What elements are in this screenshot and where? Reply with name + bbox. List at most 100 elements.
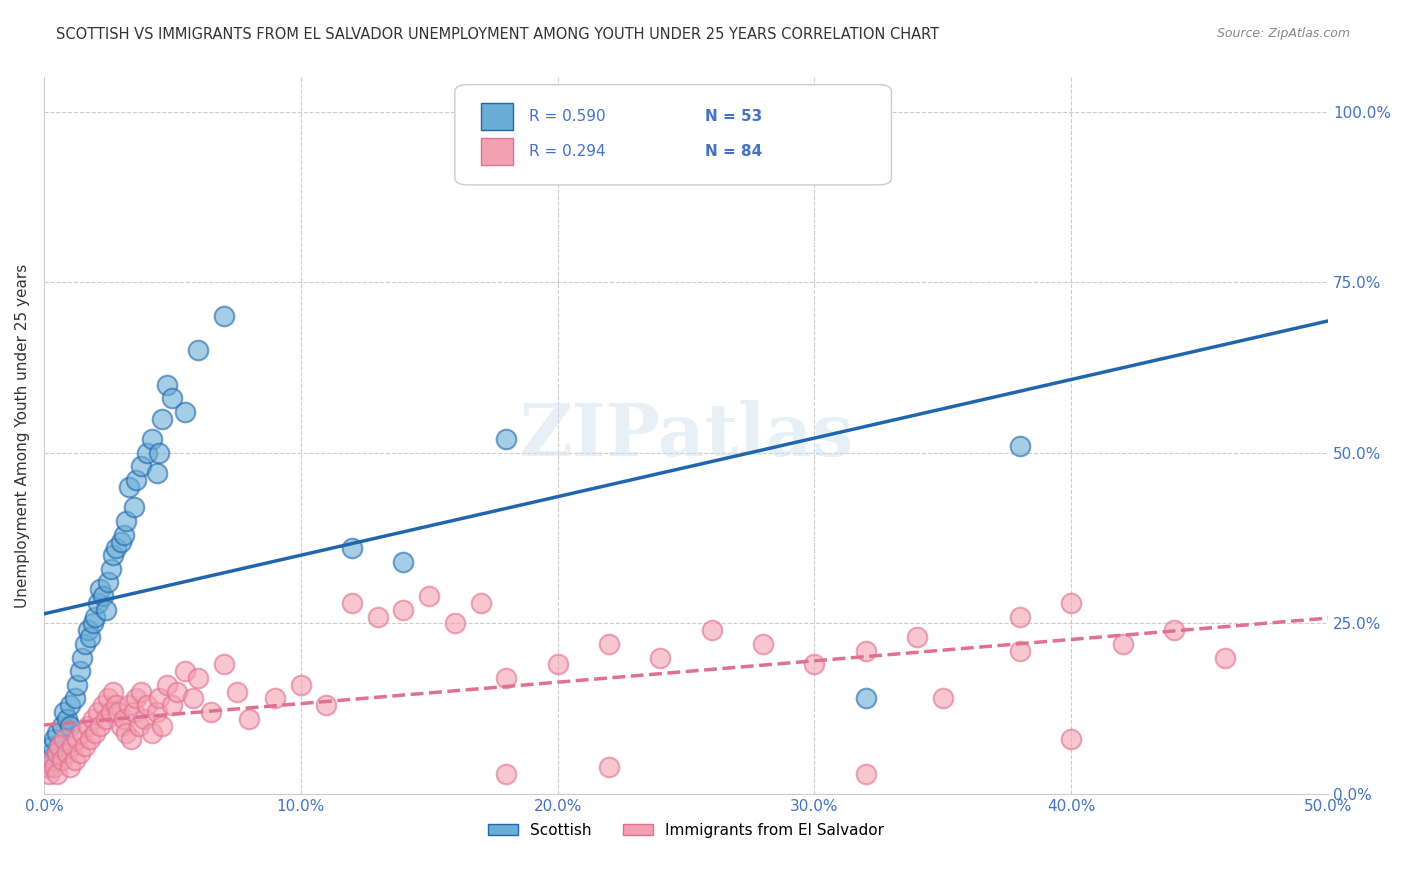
Point bbox=[187, 671, 209, 685]
Point bbox=[392, 555, 415, 569]
Point bbox=[84, 725, 107, 739]
Point bbox=[141, 432, 163, 446]
Point bbox=[60, 739, 83, 754]
Y-axis label: Unemployment Among Youth under 25 years: Unemployment Among Youth under 25 years bbox=[15, 264, 30, 607]
Point bbox=[150, 411, 173, 425]
Point bbox=[48, 739, 70, 754]
Text: Source: ZipAtlas.com: Source: ZipAtlas.com bbox=[1216, 27, 1350, 40]
Point bbox=[444, 616, 467, 631]
Point bbox=[94, 603, 117, 617]
Point bbox=[225, 684, 247, 698]
Point bbox=[598, 760, 620, 774]
Text: R = 0.590: R = 0.590 bbox=[529, 110, 606, 124]
Point bbox=[53, 705, 76, 719]
Point bbox=[45, 725, 67, 739]
Point bbox=[72, 725, 94, 739]
Point bbox=[51, 753, 73, 767]
Point bbox=[115, 725, 138, 739]
Point bbox=[340, 596, 363, 610]
Point bbox=[66, 732, 89, 747]
Text: SCOTTISH VS IMMIGRANTS FROM EL SALVADOR UNEMPLOYMENT AMONG YOUTH UNDER 25 YEARS : SCOTTISH VS IMMIGRANTS FROM EL SALVADOR … bbox=[56, 27, 939, 42]
Point bbox=[79, 732, 101, 747]
Point bbox=[803, 657, 825, 672]
Point bbox=[97, 575, 120, 590]
Point bbox=[53, 732, 76, 747]
Point bbox=[125, 473, 148, 487]
Point bbox=[89, 719, 111, 733]
Point bbox=[103, 548, 125, 562]
Point bbox=[66, 678, 89, 692]
Point bbox=[135, 698, 157, 713]
Point bbox=[103, 684, 125, 698]
Point bbox=[128, 719, 150, 733]
Point bbox=[79, 630, 101, 644]
Point bbox=[44, 753, 66, 767]
Point bbox=[89, 582, 111, 597]
Point bbox=[122, 500, 145, 515]
Point bbox=[63, 691, 86, 706]
Point bbox=[495, 671, 517, 685]
Point bbox=[76, 624, 98, 638]
Point bbox=[69, 664, 91, 678]
Point bbox=[97, 691, 120, 706]
Point bbox=[107, 705, 129, 719]
Point bbox=[932, 691, 955, 706]
Point bbox=[58, 760, 80, 774]
Point bbox=[315, 698, 337, 713]
Text: N = 53: N = 53 bbox=[706, 110, 762, 124]
FancyBboxPatch shape bbox=[481, 137, 513, 165]
Point bbox=[58, 719, 80, 733]
Point bbox=[156, 377, 179, 392]
Point bbox=[48, 739, 70, 754]
Point bbox=[56, 712, 79, 726]
Point bbox=[87, 705, 110, 719]
Point bbox=[150, 719, 173, 733]
Point bbox=[45, 746, 67, 760]
Point bbox=[146, 705, 169, 719]
Point bbox=[58, 698, 80, 713]
Point bbox=[104, 698, 127, 713]
FancyBboxPatch shape bbox=[481, 103, 513, 130]
Point bbox=[212, 310, 235, 324]
Point bbox=[44, 760, 66, 774]
Point bbox=[41, 753, 63, 767]
Point bbox=[752, 637, 775, 651]
Point bbox=[1008, 439, 1031, 453]
Point bbox=[174, 664, 197, 678]
FancyBboxPatch shape bbox=[456, 85, 891, 185]
Point bbox=[495, 766, 517, 780]
Text: R = 0.294: R = 0.294 bbox=[529, 144, 606, 159]
Point bbox=[84, 609, 107, 624]
Point bbox=[146, 467, 169, 481]
Point bbox=[73, 739, 96, 754]
Point bbox=[51, 719, 73, 733]
Point bbox=[38, 766, 60, 780]
Point bbox=[598, 637, 620, 651]
Point bbox=[45, 746, 67, 760]
Point bbox=[63, 753, 86, 767]
Point bbox=[110, 534, 132, 549]
Point bbox=[1111, 637, 1133, 651]
Point bbox=[148, 691, 170, 706]
Point bbox=[76, 719, 98, 733]
Point bbox=[1163, 624, 1185, 638]
Point bbox=[855, 691, 877, 706]
Point bbox=[44, 732, 66, 747]
Point bbox=[1008, 609, 1031, 624]
Point bbox=[41, 746, 63, 760]
Point bbox=[100, 705, 122, 719]
Point bbox=[131, 684, 153, 698]
Point bbox=[35, 760, 58, 774]
Point bbox=[181, 691, 204, 706]
Point bbox=[290, 678, 312, 692]
Point bbox=[118, 698, 141, 713]
Text: N = 84: N = 84 bbox=[706, 144, 762, 159]
Point bbox=[41, 739, 63, 754]
Point bbox=[156, 678, 179, 692]
Point bbox=[200, 705, 222, 719]
Point bbox=[120, 732, 142, 747]
Point bbox=[91, 589, 114, 603]
Point bbox=[104, 541, 127, 556]
Point bbox=[1060, 732, 1083, 747]
Point bbox=[100, 562, 122, 576]
